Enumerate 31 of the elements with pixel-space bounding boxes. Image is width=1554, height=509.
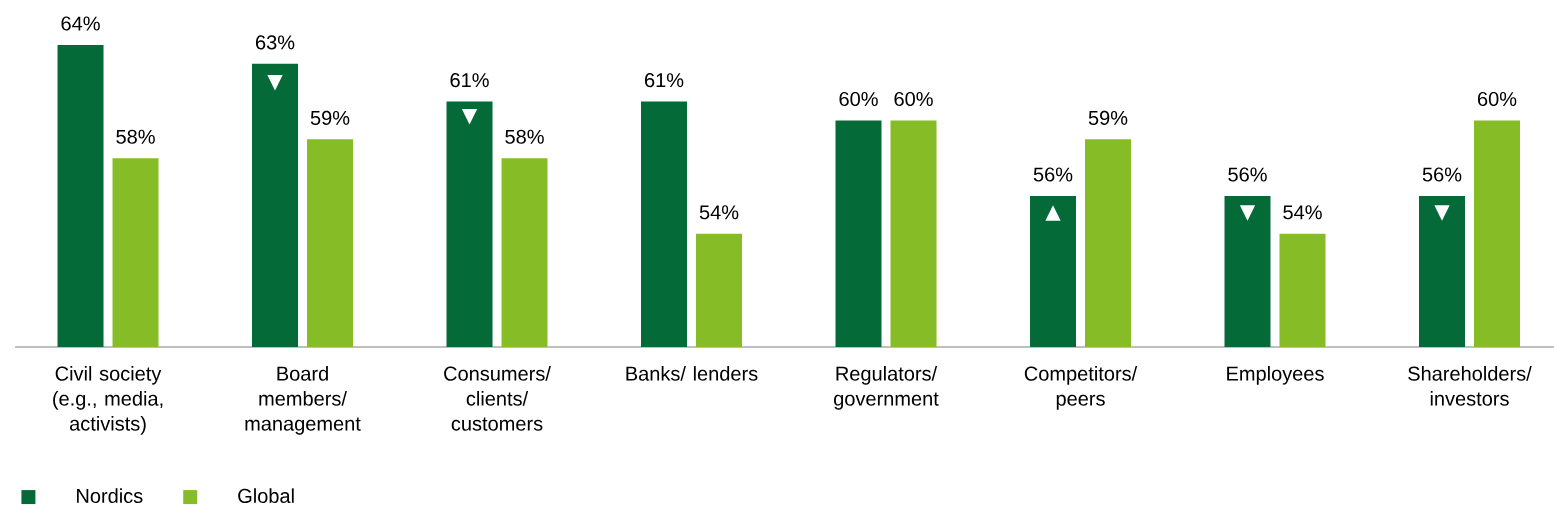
x-tick-label: Regulators/ government — [834, 366, 939, 410]
data-label: 60% — [839, 91, 878, 107]
annotation: ▼ — [1239, 205, 1256, 221]
data-label: 58% — [116, 129, 155, 144]
x-tick-label: Civil society (e.g., media, activists) — [53, 366, 163, 435]
data-label: 59% — [1088, 110, 1128, 125]
data-label: 64% — [61, 16, 100, 31]
data-label: 63% — [256, 35, 295, 50]
data-label: 61% — [645, 73, 684, 88]
x-tick-label: Shareholders/ investors — [1408, 366, 1532, 406]
data-label: 60% — [894, 91, 933, 107]
data-label: 54% — [1283, 205, 1322, 220]
data-label: 59% — [310, 110, 350, 125]
x-tick-label: Banks/ lenders — [626, 366, 758, 381]
data-label: 58% — [505, 129, 544, 144]
annotation: ▲ — [1045, 205, 1061, 221]
data-label: 54% — [699, 205, 739, 220]
x-tick-label: Board members/ management — [245, 366, 361, 435]
annotation: ▼ — [1434, 205, 1450, 221]
x-tick-label: Consumers/ clients/ customers — [444, 366, 551, 431]
data-label: 56% — [1033, 167, 1073, 182]
legend-label: Nordics — [77, 488, 143, 504]
data-label: 61% — [450, 73, 489, 88]
data-label: 56% — [1422, 167, 1462, 182]
data-label: 60% — [1477, 91, 1517, 107]
legend-label: Global — [238, 488, 294, 504]
x-tick-label: Competitors/ peers — [1024, 366, 1138, 410]
x-tick-label: Employees — [1227, 366, 1324, 385]
data-label: 56% — [1228, 167, 1267, 182]
annotation: ▼ — [267, 75, 283, 91]
annotation: ▼ — [461, 109, 478, 125]
